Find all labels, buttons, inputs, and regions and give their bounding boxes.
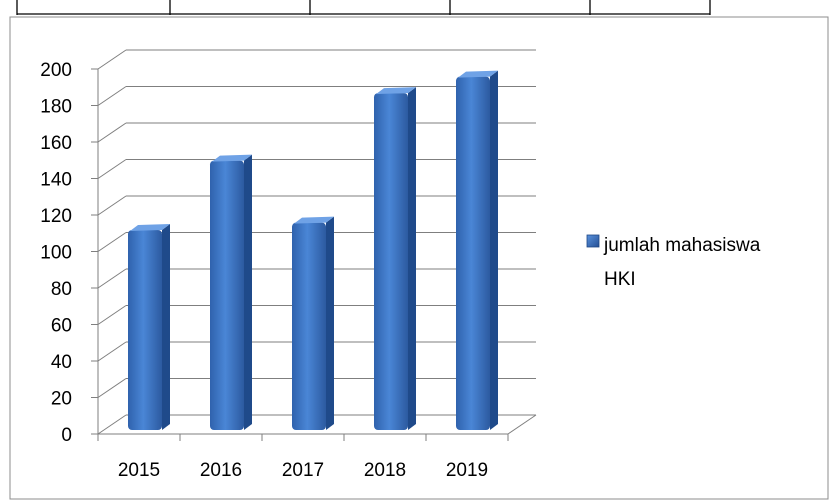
y-tick-label: 60 <box>51 316 72 337</box>
bar-top <box>294 216 334 224</box>
bar-front <box>292 222 326 430</box>
side-wall-line <box>97 414 127 435</box>
y-tick-label: 0 <box>61 425 72 446</box>
x-axis-tick-labels: 2015 2016 2017 2018 2019 <box>118 460 488 481</box>
side-wall-line <box>97 159 127 179</box>
x-tick-label: 2019 <box>446 460 488 481</box>
y-tick-label: 120 <box>40 206 72 227</box>
bars <box>128 70 498 431</box>
y-tick-label: 100 <box>40 243 72 264</box>
bar-top <box>458 70 498 78</box>
bar <box>292 216 334 430</box>
bar-front <box>210 160 244 430</box>
x-tick-label: 2017 <box>282 460 324 481</box>
bar-side <box>244 154 252 430</box>
bar-side <box>162 223 170 430</box>
y-tick-label: 180 <box>40 97 72 118</box>
y-tick-label: 160 <box>40 133 72 154</box>
bar <box>128 223 170 430</box>
side-wall-line <box>97 268 127 289</box>
bar <box>456 70 498 431</box>
bar-top <box>376 87 416 95</box>
top-table <box>16 0 711 15</box>
side-wall-line <box>97 305 127 325</box>
side-wall-line <box>97 86 127 106</box>
y-tick-label: 20 <box>51 389 72 410</box>
y-tick-label: 140 <box>40 170 72 191</box>
side-wall-line <box>97 195 127 216</box>
chart-frame <box>9 16 829 500</box>
bar-side <box>408 87 416 430</box>
side-wall-line <box>97 232 127 252</box>
side-wall-line <box>97 122 127 143</box>
bar <box>210 154 252 430</box>
bar <box>374 87 416 430</box>
legend-label-line-1: jumlah mahasiswa <box>603 235 761 256</box>
bar-top <box>130 223 170 231</box>
y-tick-label: 200 <box>40 60 72 81</box>
bar-side <box>326 216 334 430</box>
bar-front <box>456 76 490 431</box>
side-wall-line <box>97 341 127 362</box>
x-tick-label: 2018 <box>364 460 406 481</box>
floor-edge <box>507 414 537 435</box>
y-axis-tick-labels: 0 20 40 60 80 100 120 140 160 180 200 <box>40 60 72 446</box>
legend: jumlah mahasiswa HKI <box>586 234 761 290</box>
side-wall-line <box>97 378 127 398</box>
bar-top <box>212 154 252 162</box>
bar-front <box>128 229 162 430</box>
y-tick-label: 40 <box>51 352 72 373</box>
y-tick-label: 80 <box>51 279 72 300</box>
x-tick-label: 2016 <box>200 460 242 481</box>
bar-front <box>374 93 408 430</box>
x-tick-label: 2015 <box>118 460 160 481</box>
bar-side <box>490 70 498 431</box>
legend-label-line-2: HKI <box>604 269 636 290</box>
side-wall-line <box>97 49 127 70</box>
legend-swatch <box>586 234 600 248</box>
